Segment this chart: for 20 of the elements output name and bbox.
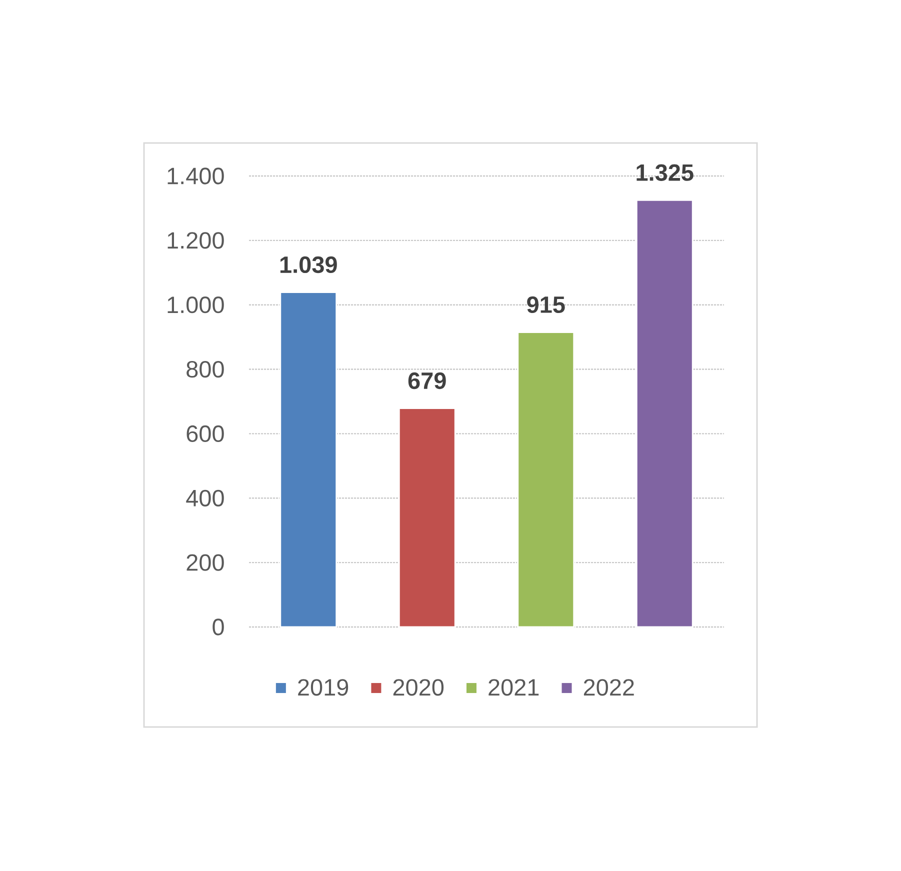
legend-label: 2020 (393, 679, 444, 696)
bar (517, 331, 575, 628)
data-label: 1.325 (636, 164, 694, 181)
y-tick-label: 1.200 (168, 232, 224, 249)
y-tick-label: 800 (186, 360, 224, 378)
y-tick-label: 400 (186, 490, 224, 506)
data-label: 679 (408, 372, 446, 390)
y-tick-label: 1.000 (168, 296, 224, 314)
y-tick-label: 600 (186, 425, 224, 442)
legend-label: 2021 (488, 679, 539, 696)
y-tick-label: 200 (186, 554, 224, 571)
bar (280, 292, 338, 628)
y-tick-label: 1.400 (168, 168, 224, 184)
bar (636, 199, 694, 628)
y-tick-label: 0 (212, 618, 224, 636)
data-label: 1.039 (280, 256, 337, 274)
legend-label: 2022 (584, 679, 634, 696)
bar (398, 408, 456, 628)
data-label: 915 (527, 296, 565, 314)
legend-label: 2019 (298, 679, 348, 696)
